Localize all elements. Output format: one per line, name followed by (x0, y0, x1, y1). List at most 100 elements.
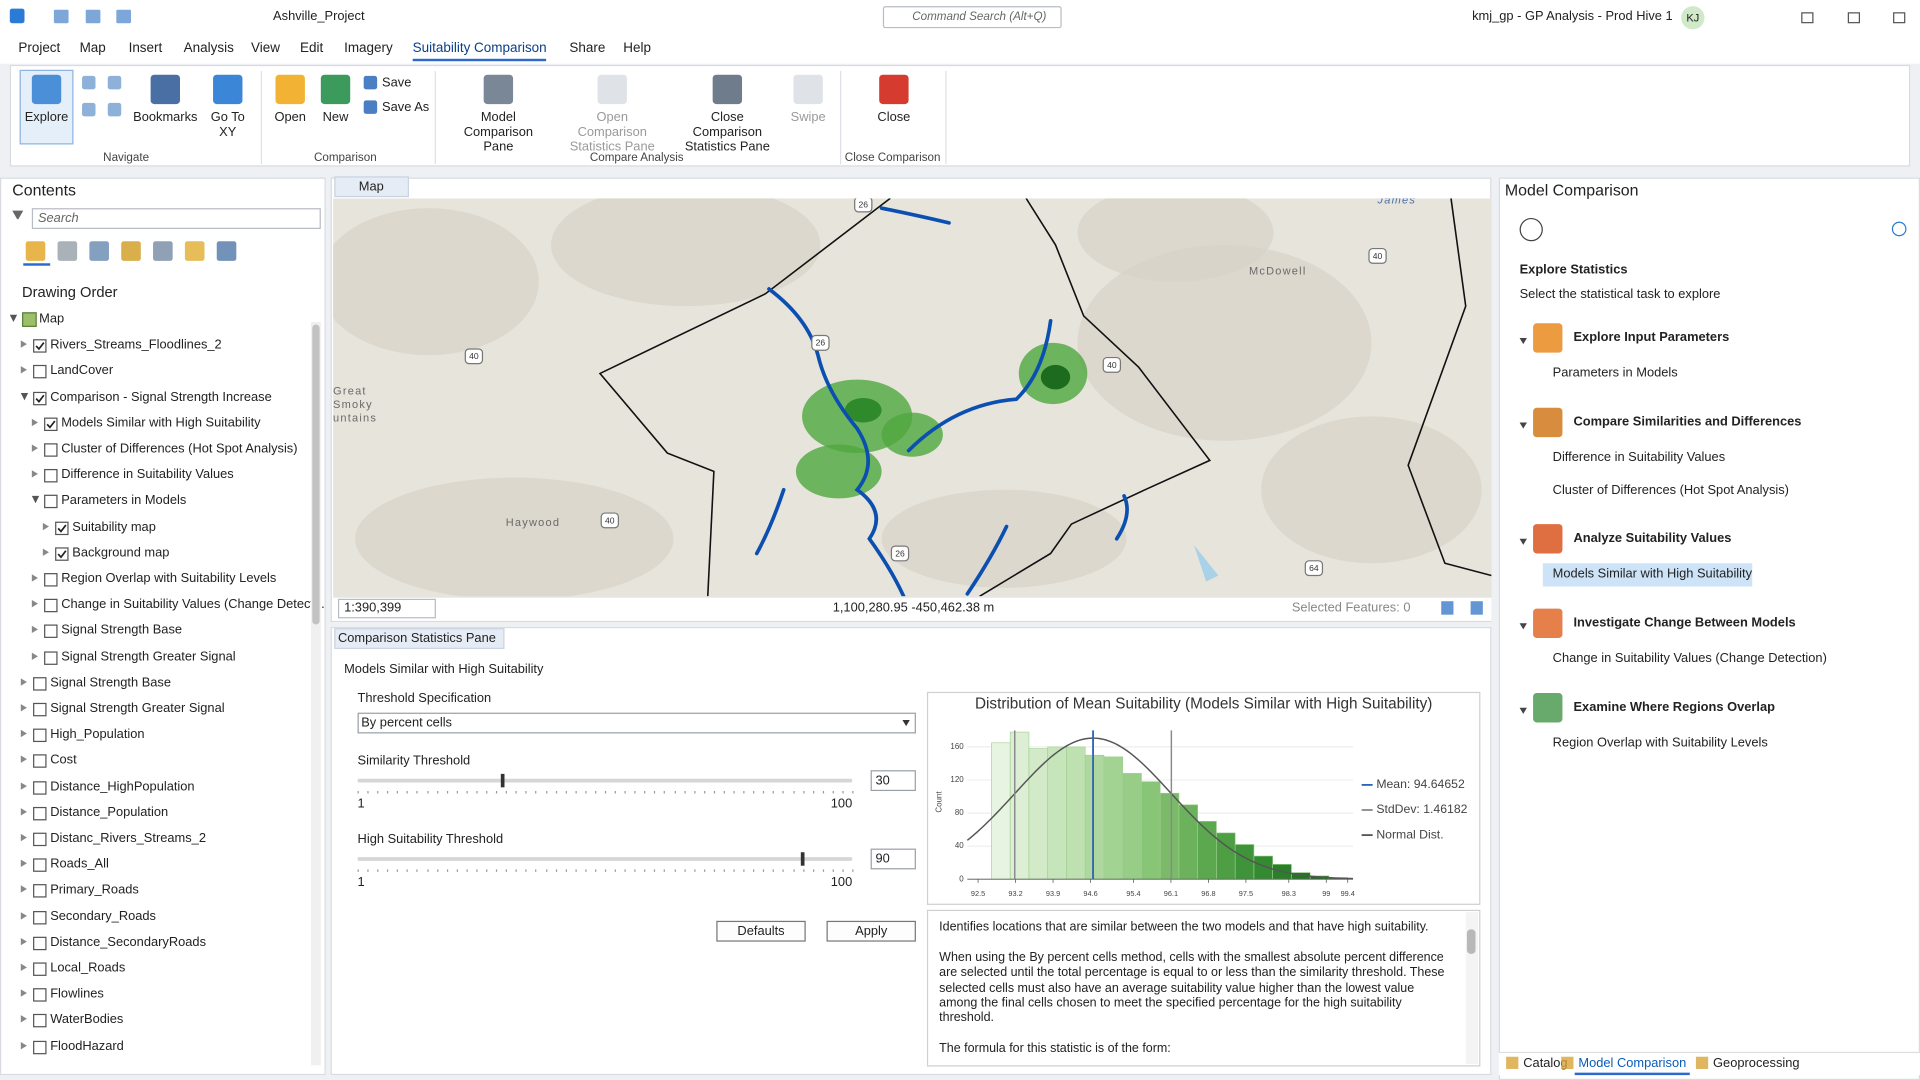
expander-closed[interactable] (31, 600, 38, 608)
quick-access-button[interactable] (53, 9, 69, 24)
ribbon-button-label[interactable]: Bookmarks (133, 110, 198, 125)
expander-closed[interactable] (31, 418, 38, 426)
layer-checkbox[interactable] (44, 443, 58, 457)
project-name[interactable]: Ashville_Project (273, 9, 365, 24)
layer-checkbox[interactable] (33, 936, 47, 950)
layer-name[interactable]: Rivers_Streams_Floodlines_2 (50, 337, 222, 353)
bottom-tab[interactable]: Model Comparison (1578, 1055, 1687, 1071)
section-title[interactable]: Compare Similarities and Differences (1573, 414, 1802, 430)
layer-name[interactable]: FloodHazard (50, 1038, 124, 1054)
layer-name[interactable]: Secondary_Roads (50, 908, 156, 924)
layer-name[interactable]: WaterBodies (50, 1012, 124, 1028)
expander-closed[interactable] (42, 522, 49, 530)
layer-name[interactable]: Suitability map (72, 519, 156, 534)
nav-small-icon[interactable] (107, 102, 122, 117)
expander-closed[interactable] (20, 963, 27, 972)
expander-closed[interactable] (31, 470, 38, 478)
slider-input[interactable] (870, 770, 916, 792)
layer-checkbox[interactable] (33, 365, 47, 379)
ribbon-button-label[interactable]: New (322, 110, 349, 125)
layer-name[interactable]: High_Population (50, 726, 145, 742)
action-button-label[interactable]: Apply (855, 923, 888, 938)
contents-view-tab[interactable] (25, 241, 46, 261)
expander-closed[interactable] (20, 366, 27, 374)
layer-checkbox[interactable] (44, 469, 58, 483)
layer-name[interactable]: Map (39, 311, 65, 327)
section-chevron[interactable] (1519, 538, 1527, 545)
layer-name[interactable]: Cluster of Differences (Hot Spot Analysi… (61, 441, 298, 457)
contents-view-tab[interactable] (153, 241, 173, 261)
task-item[interactable]: Change in Suitability Values (Change Det… (1552, 650, 1827, 666)
task-item[interactable]: Difference in Suitability Values (1552, 450, 1726, 465)
layer-checkbox[interactable] (33, 780, 47, 795)
layer-checkbox[interactable] (44, 624, 58, 639)
section-title[interactable]: Examine Where Regions Overlap (1573, 699, 1775, 715)
expander-closed[interactable] (20, 340, 27, 348)
layer-name[interactable]: Parameters in Models (61, 493, 187, 509)
layer-name[interactable]: Signal Strength Greater Signal (61, 649, 236, 664)
section-chevron[interactable] (1519, 422, 1527, 429)
menu-tab[interactable]: Map (79, 41, 106, 56)
contents-view-tab[interactable] (121, 241, 141, 261)
map-tab[interactable] (334, 176, 409, 198)
task-item[interactable]: Parameters in Models (1552, 365, 1678, 381)
map-status-button[interactable] (1441, 601, 1454, 615)
window-control[interactable] (1847, 12, 1860, 24)
layer-checkbox[interactable] (44, 573, 58, 587)
ribbon-button-label[interactable]: Model Comparison Pane (463, 110, 534, 155)
contents-view-tab[interactable] (184, 241, 205, 261)
section-chevron[interactable] (1519, 707, 1527, 714)
nav-small-icon[interactable] (82, 102, 96, 117)
expander-closed[interactable] (20, 1041, 27, 1049)
layer-name[interactable]: Background map (72, 545, 170, 560)
expander-closed[interactable] (31, 574, 38, 582)
menu-tab[interactable]: Help (623, 41, 651, 56)
layer-checkbox[interactable] (33, 1014, 47, 1028)
layer-checkbox[interactable] (33, 910, 47, 924)
slider-thumb[interactable] (800, 852, 805, 866)
user-badge[interactable] (1681, 6, 1705, 30)
layer-checkbox[interactable] (33, 988, 47, 1002)
quick-access-button[interactable] (116, 9, 132, 24)
nav-small-icon[interactable] (82, 75, 96, 90)
layer-name[interactable]: Distanc_Rivers_Streams_2 (50, 830, 206, 846)
ribbon-icon[interactable] (213, 74, 243, 105)
contents-view-tab[interactable] (89, 241, 109, 261)
ribbon-icon[interactable] (712, 74, 743, 105)
expander-closed[interactable] (20, 833, 27, 842)
stats-tab[interactable] (334, 628, 505, 649)
task-item[interactable]: Cluster of Differences (Hot Spot Analysi… (1552, 483, 1789, 498)
section-chevron[interactable] (1519, 623, 1527, 630)
quick-access-button[interactable] (85, 9, 101, 24)
menu-tab[interactable]: Share (569, 41, 606, 56)
menu-tab[interactable]: Imagery (344, 41, 393, 56)
layer-checkbox[interactable] (33, 702, 47, 717)
expander-closed[interactable] (20, 1015, 27, 1023)
nav-small-icon[interactable] (107, 75, 122, 90)
expander-closed[interactable] (42, 548, 49, 556)
ribbon-icon[interactable] (320, 74, 351, 105)
expander-closed[interactable] (20, 781, 27, 790)
expander-closed[interactable] (20, 704, 27, 712)
contents-view-tab[interactable] (57, 241, 78, 261)
expander-closed[interactable] (20, 911, 27, 920)
map-status-button[interactable] (1470, 601, 1483, 615)
layer-name[interactable]: Signal Strength Base (50, 675, 172, 690)
task-item[interactable]: Region Overlap with Suitability Levels (1552, 735, 1768, 750)
menu-tab[interactable]: Analysis (183, 41, 234, 56)
bottom-tab[interactable]: Catalog (1523, 1055, 1568, 1071)
ribbon-button-label[interactable]: Open (274, 110, 306, 125)
layer-checkbox[interactable] (44, 599, 58, 613)
contents-search[interactable] (31, 208, 321, 229)
expander-closed[interactable] (20, 885, 27, 894)
expander-closed[interactable] (20, 989, 27, 997)
layer-checkbox[interactable] (33, 754, 47, 769)
help-icon[interactable] (1891, 221, 1907, 237)
expander-open[interactable] (9, 314, 18, 323)
layer-checkbox[interactable] (33, 962, 47, 976)
expander-closed[interactable] (20, 859, 27, 868)
layer-name[interactable]: Distance_SecondaryRoads (50, 934, 207, 950)
ribbon-icon[interactable] (879, 74, 909, 105)
layer-name[interactable]: Cost (50, 752, 77, 768)
layer-name[interactable]: Primary_Roads (50, 882, 139, 898)
